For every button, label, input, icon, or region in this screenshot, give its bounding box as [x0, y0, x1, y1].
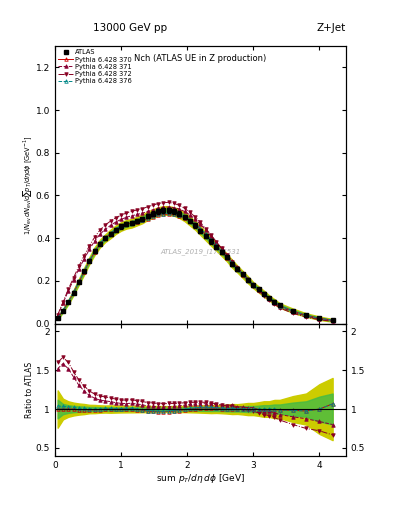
X-axis label: sum $p_T/d\eta\,d\phi$ [GeV]: sum $p_T/d\eta\,d\phi$ [GeV]	[156, 472, 245, 485]
Text: 13000 GeV pp: 13000 GeV pp	[93, 23, 167, 33]
Legend: ATLAS, Pythia 6.428 370, Pythia 6.428 371, Pythia 6.428 372, Pythia 6.428 376: ATLAS, Pythia 6.428 370, Pythia 6.428 37…	[57, 48, 133, 86]
Text: ATLAS_2019_I1736531: ATLAS_2019_I1736531	[160, 248, 241, 255]
Text: mcplots.cern.ch: mcplots.cern.ch	[392, 278, 393, 316]
Text: Nch (ATLAS UE in Z production): Nch (ATLAS UE in Z production)	[134, 54, 266, 63]
Y-axis label: Ratio to ATLAS: Ratio to ATLAS	[26, 361, 35, 418]
Text: [arXiv:1306.3436]: [arXiv:1306.3436]	[392, 183, 393, 227]
Y-axis label: $1/N_\mathrm{ev}\,dN_\mathrm{ev}/d\!\sum\! p_T/d\eta d\phi\;[\mathrm{GeV}^{-1}]$: $1/N_\mathrm{ev}\,dN_\mathrm{ev}/d\!\sum…	[22, 135, 35, 234]
Text: Rivet 3.1.10, ≥ 3.1M events: Rivet 3.1.10, ≥ 3.1M events	[392, 68, 393, 137]
Text: Z+Jet: Z+Jet	[317, 23, 346, 33]
